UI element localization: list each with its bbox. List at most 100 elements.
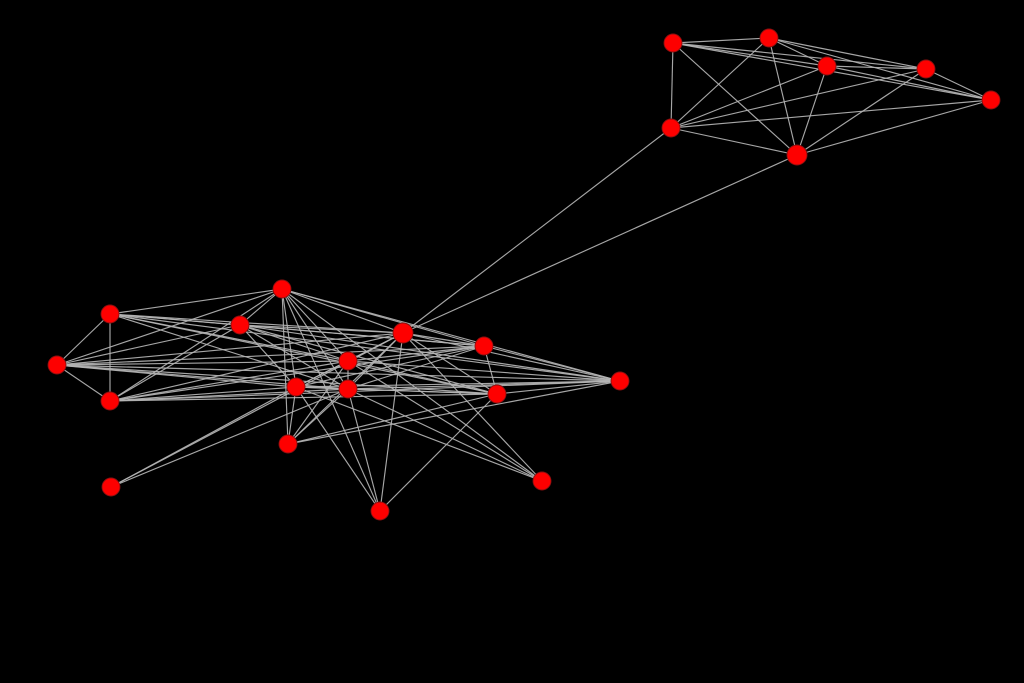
graph-edge: [295, 386, 543, 482]
graph-edge: [347, 332, 404, 390]
graph-edge: [925, 68, 992, 101]
graph-node[interactable]: [487, 384, 507, 404]
graph-edge: [402, 332, 498, 395]
graph-edge: [239, 324, 349, 390]
graph-edge: [281, 288, 289, 445]
graph-edge: [379, 393, 498, 512]
graph-edge: [670, 65, 828, 129]
graph-node[interactable]: [278, 434, 298, 454]
graph-edge: [239, 324, 621, 382]
graph-edge: [402, 332, 485, 347]
graph-edge: [670, 127, 798, 156]
graph-edge: [109, 324, 241, 402]
graph-edge: [109, 332, 404, 402]
graph-node[interactable]: [392, 322, 414, 344]
graph-node[interactable]: [661, 118, 681, 138]
graph-node[interactable]: [817, 56, 837, 76]
graph-edge: [56, 288, 283, 366]
graph-node[interactable]: [981, 90, 1001, 110]
graph-edge: [402, 332, 543, 482]
graph-edge: [402, 127, 672, 334]
graph-edge: [281, 288, 404, 334]
graph-edge: [109, 386, 297, 402]
graph-node[interactable]: [474, 336, 494, 356]
graph-node[interactable]: [663, 33, 683, 53]
graph-edge: [287, 386, 297, 445]
graph-edge: [347, 360, 621, 382]
graph-edge: [287, 380, 621, 445]
graph-node[interactable]: [230, 315, 250, 335]
edge-layer: [56, 37, 992, 512]
graph-edge: [109, 288, 283, 315]
graph-edge: [56, 360, 349, 366]
graph-node[interactable]: [916, 59, 936, 79]
graph-edge: [670, 37, 770, 129]
graph-edge: [239, 324, 498, 395]
graph-edge: [109, 345, 485, 402]
node-layer: [47, 28, 1001, 521]
graph-node[interactable]: [100, 391, 120, 411]
graph-edge: [287, 393, 498, 445]
graph-node[interactable]: [370, 501, 390, 521]
graph-edge: [347, 388, 543, 482]
graph-node[interactable]: [759, 28, 779, 48]
graph-node[interactable]: [100, 304, 120, 324]
graph-node[interactable]: [786, 144, 808, 166]
graph-edge: [56, 364, 621, 382]
graph-edge: [56, 313, 111, 366]
graph-edge: [281, 288, 349, 390]
graph-node[interactable]: [272, 279, 292, 299]
graph-edge: [281, 288, 297, 388]
graph-edge: [109, 313, 621, 382]
graph-edge: [56, 324, 241, 366]
graph-edge: [347, 388, 381, 512]
graph-edge: [347, 345, 485, 362]
graph-edge: [670, 42, 674, 129]
graph-edge: [496, 380, 621, 395]
graph-edge: [295, 386, 381, 512]
graph-edge: [56, 345, 485, 366]
graph-edge: [109, 313, 404, 334]
graph-edge: [109, 313, 349, 390]
graph-edge: [347, 345, 485, 390]
graph-edge: [379, 332, 404, 512]
graph-edge: [287, 360, 349, 445]
graph-edge: [672, 37, 770, 44]
graph-edge: [56, 364, 111, 402]
graph-edge: [768, 37, 828, 67]
graph-edge: [239, 324, 349, 362]
graph-edge: [109, 288, 283, 402]
graph-node[interactable]: [338, 379, 358, 399]
graph-edge: [347, 388, 498, 395]
graph-node[interactable]: [610, 371, 630, 391]
graph-edge: [672, 42, 828, 67]
graph-edge: [402, 332, 621, 382]
graph-node[interactable]: [338, 351, 358, 371]
graph-node[interactable]: [47, 355, 67, 375]
graph-edge: [768, 37, 992, 101]
graph-edge: [670, 99, 992, 129]
graph-edge: [796, 68, 927, 156]
graph-edge: [239, 324, 297, 388]
graph-edge: [483, 345, 621, 382]
graph-edge: [281, 288, 621, 382]
graph-edge: [768, 37, 798, 156]
graph-edge: [826, 65, 927, 70]
graph-node[interactable]: [532, 471, 552, 491]
graph-node[interactable]: [101, 477, 121, 497]
graph-edge: [56, 332, 404, 366]
graph-edge: [796, 65, 828, 156]
graph-edge: [239, 324, 404, 334]
graph-edge: [109, 380, 621, 402]
graph-node[interactable]: [286, 377, 306, 397]
graph-edge: [672, 42, 798, 156]
graph-edge: [295, 345, 485, 388]
graph-edge: [109, 360, 349, 402]
graph-edge: [281, 288, 349, 362]
graph-edge: [796, 99, 992, 156]
graph-edge: [826, 65, 992, 101]
graph-edge: [402, 154, 798, 334]
